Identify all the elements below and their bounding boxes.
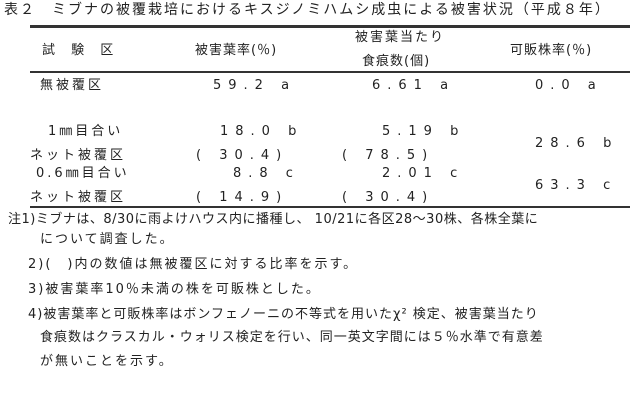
row-name: 0.6㎜目合い xyxy=(36,166,130,181)
cell-damaged-leaf-rate: 59.2 a xyxy=(213,78,297,93)
row-name: 無被覆区 xyxy=(40,78,105,93)
cell-marketable-rate: 0.0 a xyxy=(535,78,603,93)
cell-marketable-rate: 28.6 b xyxy=(535,136,619,151)
cell-damaged-leaf-ratio: ( 14.9) xyxy=(196,190,289,205)
cell-damaged-leaf-ratio: ( 30.4) xyxy=(196,148,289,163)
note-1-cont: について調査した。 xyxy=(40,232,175,247)
row-name-2: ネット被覆区 xyxy=(30,190,127,205)
bottom-rule xyxy=(30,206,630,208)
cell-feeding-marks: 6.61 a xyxy=(372,78,456,93)
header-rule xyxy=(30,71,630,73)
note-1: 注1)ミブナは、8/30に雨よけハウス内に播種し、 10/21に各区28～30株… xyxy=(8,212,539,227)
header-damaged-leaf-rate: 被害葉率(％) xyxy=(195,43,278,58)
header-feeding-marks-2: 食痕数(個) xyxy=(362,54,431,69)
note-4-cont: 食痕数はクラスカル・ウォリス検定を行い、同一英文字間には５％水準で有意差 xyxy=(40,330,544,345)
cell-feeding-marks: 5.19 b xyxy=(382,124,466,139)
cell-damaged-leaf-rate: 8.8 c xyxy=(233,166,300,181)
table-title: 表２ ミブナの被覆栽培におけるキスジノミハムシ成虫による被害状況（平成８年） xyxy=(4,2,611,18)
row-name-2: ネット被覆区 xyxy=(30,148,127,163)
top-rule xyxy=(30,25,630,28)
header-feeding-marks-1: 被害葉当たり xyxy=(355,30,446,45)
cell-marketable-rate: 63.3 c xyxy=(535,178,618,193)
cell-feeding-marks-ratio: ( 30.4) xyxy=(342,190,435,205)
header-marketable-rate: 可販株率(％) xyxy=(510,43,593,58)
cell-damaged-leaf-rate: 18.0 b xyxy=(220,124,304,139)
note-4: 4)被害葉率と可販株率はボンフェノーニの不等式を用いたχ² 検定、被害葉当たり xyxy=(28,307,539,322)
cell-feeding-marks-ratio: ( 78.5) xyxy=(342,148,435,163)
row-name: 1㎜目合い xyxy=(48,124,124,139)
note-2: 2)( )内の数値は無被覆区に対する比率を示す。 xyxy=(28,257,359,272)
header-test-plot: 試 験 区 xyxy=(42,43,120,58)
note-4-end: が無いことを示す。 xyxy=(40,354,174,369)
note-3: 3)被害葉率10％未満の株を可販株とした。 xyxy=(28,282,321,297)
cell-feeding-marks: 2.01 c xyxy=(382,166,465,181)
